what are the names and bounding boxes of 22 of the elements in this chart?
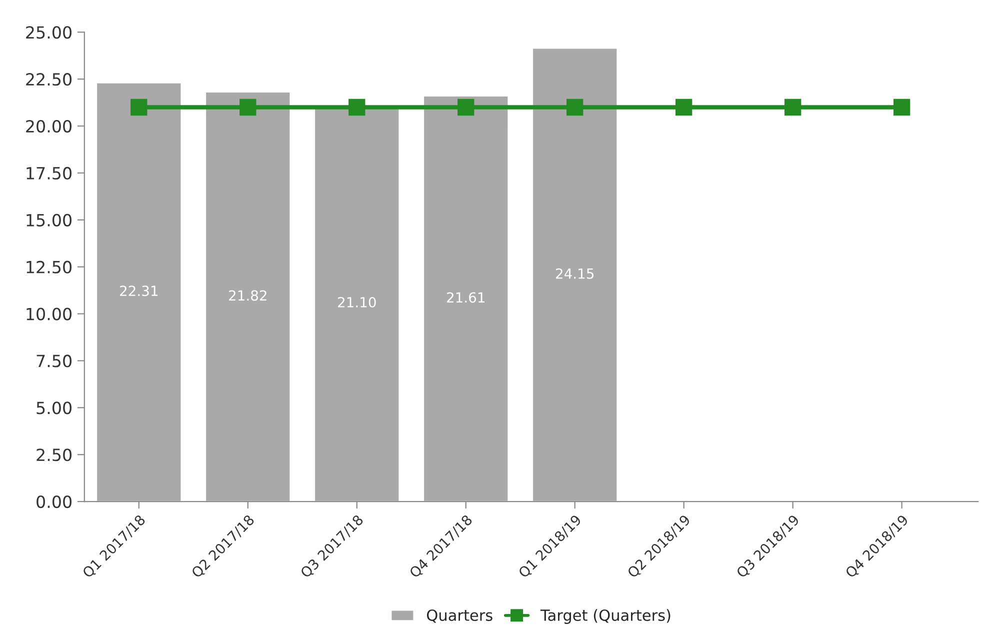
bar	[532, 47, 618, 502]
y-tick-label: 20.00	[26, 120, 72, 133]
y-tick-label: 7.50	[36, 354, 72, 368]
y-tick-label: 5.00	[36, 402, 72, 414]
data-label: 21.61	[447, 292, 484, 303]
y-tick-label: 25.00	[26, 26, 72, 39]
bar	[96, 82, 182, 502]
y-tick-label: 22.50	[26, 73, 72, 86]
data-label: 21.10	[338, 296, 376, 308]
y-tick-label: 10.00	[26, 308, 72, 320]
y-tick-label: 0.00	[36, 496, 72, 508]
y-tick-label: 12.50	[26, 260, 72, 274]
data-label: 24.15	[556, 268, 594, 279]
y-tick-label: 2.50	[36, 448, 72, 462]
bar	[422, 95, 510, 502]
bar	[204, 91, 292, 502]
legend-label: Target (Quarters)	[540, 609, 670, 624]
data-label: 22.31	[120, 286, 158, 296]
y-tick-label: 17.50	[26, 166, 72, 180]
y-tick-label: 15.00	[26, 214, 72, 226]
data-label: 21.82	[229, 290, 266, 301]
legend-label: Quarters	[426, 609, 492, 623]
